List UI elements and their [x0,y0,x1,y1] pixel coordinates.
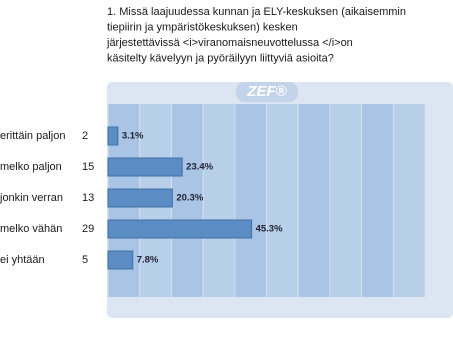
category-label: ei yhtään [0,254,45,266]
value-label: 20.3% [176,193,203,204]
count-label: 15 [82,161,94,173]
value-label: 23.4% [186,162,213,173]
grid-band [203,104,235,297]
count-label: 29 [82,223,94,235]
category-label: melko paljon [0,161,62,173]
count-label: 2 [82,130,88,142]
value-label: 3.1% [122,131,144,142]
title-line: tiepiirin ja ympäristökeskuksen) kesken [107,21,298,33]
grid-band [361,104,394,297]
grid-band [171,104,204,297]
bar [107,219,253,239]
grid-band [234,104,267,297]
grid-band [266,104,299,297]
grid-band [329,104,362,297]
count-label: 13 [82,192,94,204]
category-label: jonkin verran [0,192,63,204]
category-label: erittäin paljon [0,130,65,142]
logo: ZEF® [246,83,287,100]
value-label: 45.3% [256,224,283,235]
grid-band [393,104,425,297]
grid-band [298,104,330,297]
logo-badge [236,82,298,102]
bar [107,250,134,270]
bar [107,126,119,146]
title-line: järjestettävissä <i>viranomaisneuvottelu… [106,37,353,49]
title-line: käsitelty kävelyyn ja pyöräilyyn liittyv… [107,52,334,64]
count-label: 5 [82,254,88,266]
category-label: melko vähän [0,223,62,235]
bar [107,157,183,177]
title-line: 1. Missä laajuudessa kunnan ja ELY-kesku… [107,6,406,18]
value-label: 7.8% [137,255,159,266]
bar [107,188,173,208]
